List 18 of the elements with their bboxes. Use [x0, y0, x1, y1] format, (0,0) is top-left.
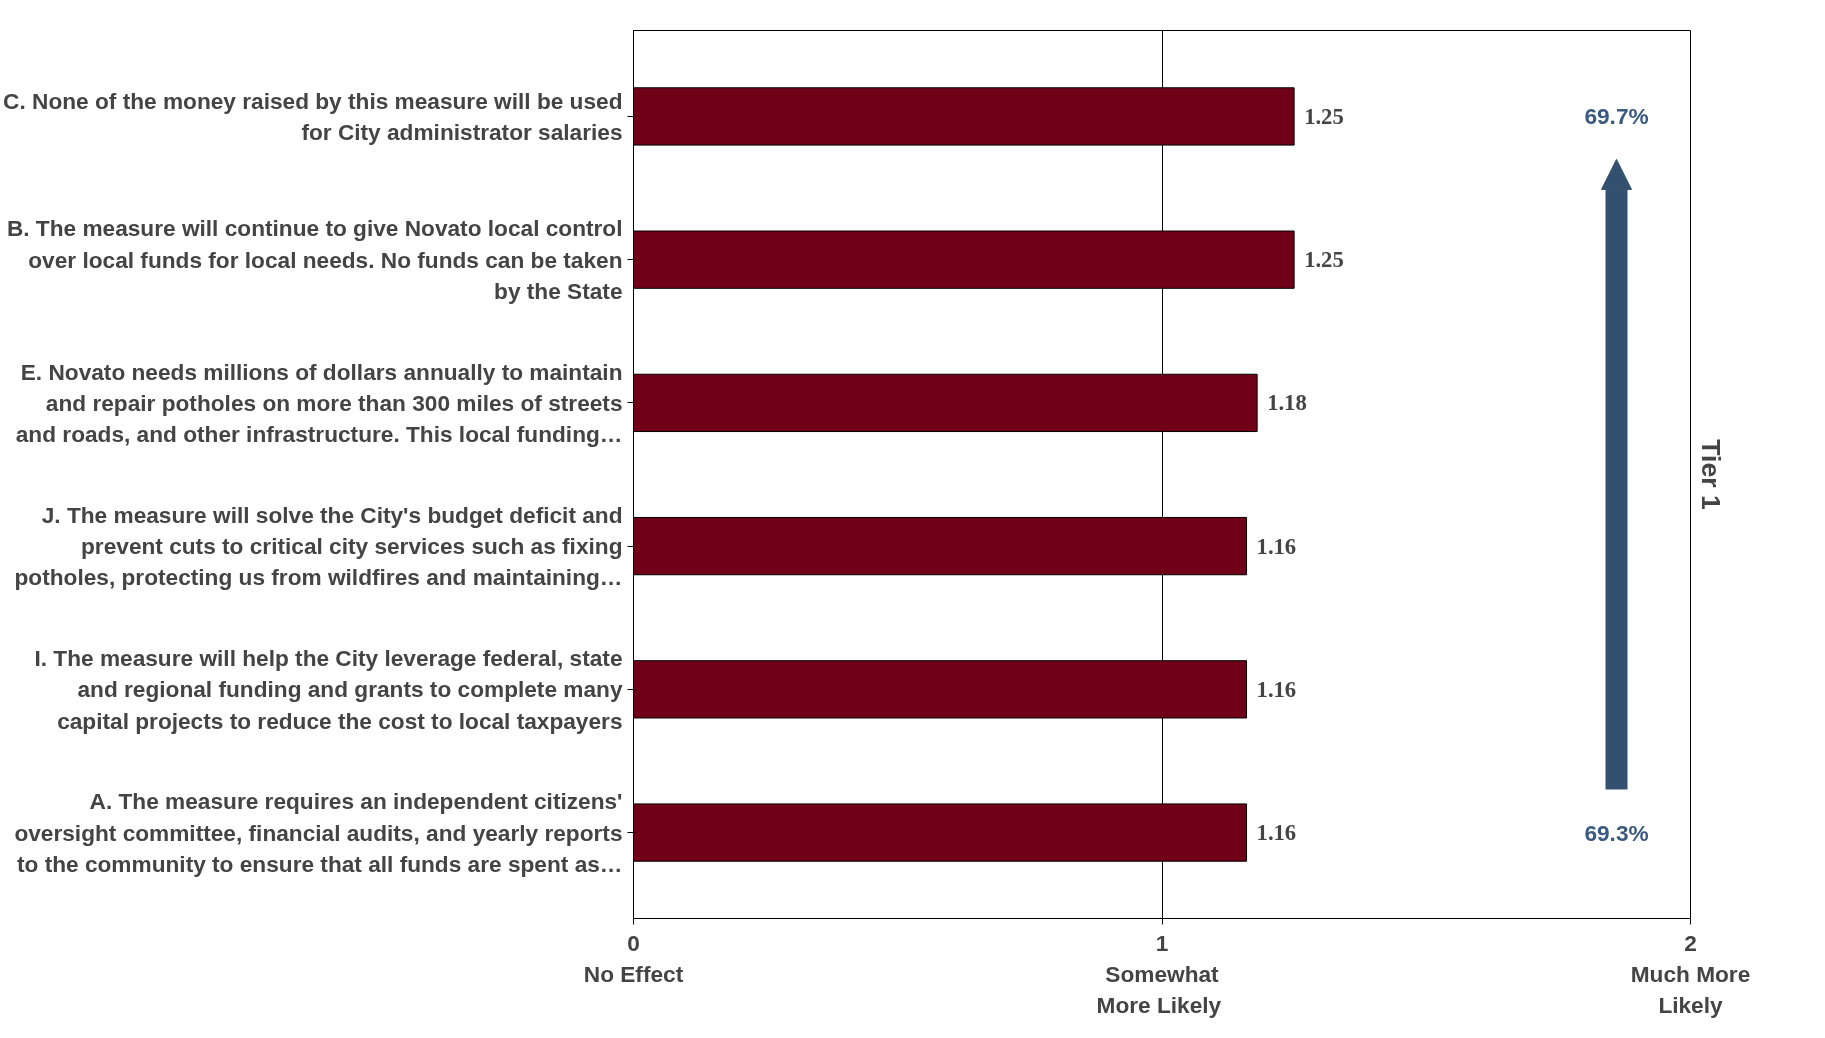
text: Tier 1	[1695, 439, 1726, 510]
y-tick-label: C. None of the money raised by this measure will be used for City administrator salaries	[3, 87, 623, 146]
data-label: 1.16	[1256, 533, 1297, 559]
y-tick-label: E. Novato needs millions of dollars annually to maintain and repair potholes on more than 300 miles of streets and roads, and other infrastructure. This local funding…	[15, 358, 623, 448]
x-tick-label: 0 No Effect	[583, 929, 684, 987]
y-tick-label: I. The measure will help the City leverage federal, state and regional funding and grants to complete many capital projects to reduce the cost to local taxpayers	[34, 645, 623, 734]
x-tick-label: 2 Much More Likely	[1630, 929, 1751, 1018]
data-label: 1.16	[1256, 676, 1297, 702]
data-label: 1.25	[1304, 103, 1344, 129]
annotation: 69.3%	[1584, 819, 1649, 846]
x-tick-label: 1 Somewhat More Likely	[1096, 929, 1222, 1018]
data-label: 1.16	[1256, 820, 1297, 846]
annotation: 69.7%	[1584, 103, 1649, 130]
y-tick-label: A. The measure requires an independent citizens' oversight committee, financial audits, and yearly reports to the community to ensure that all funds are spent as…	[14, 788, 623, 877]
data-label: 1.18	[1267, 390, 1307, 416]
y-tick-label: B. The measure will continue to give Novato local control over local funds for local needs. No funds can be taken by the State	[6, 215, 623, 304]
y-tick-label: J. The measure will solve the City's budget deficit and prevent cuts to critical city services such as fixing potholes, protecting us from wildfires and maintaining…	[14, 501, 623, 591]
data-label: 1.25	[1304, 247, 1344, 273]
